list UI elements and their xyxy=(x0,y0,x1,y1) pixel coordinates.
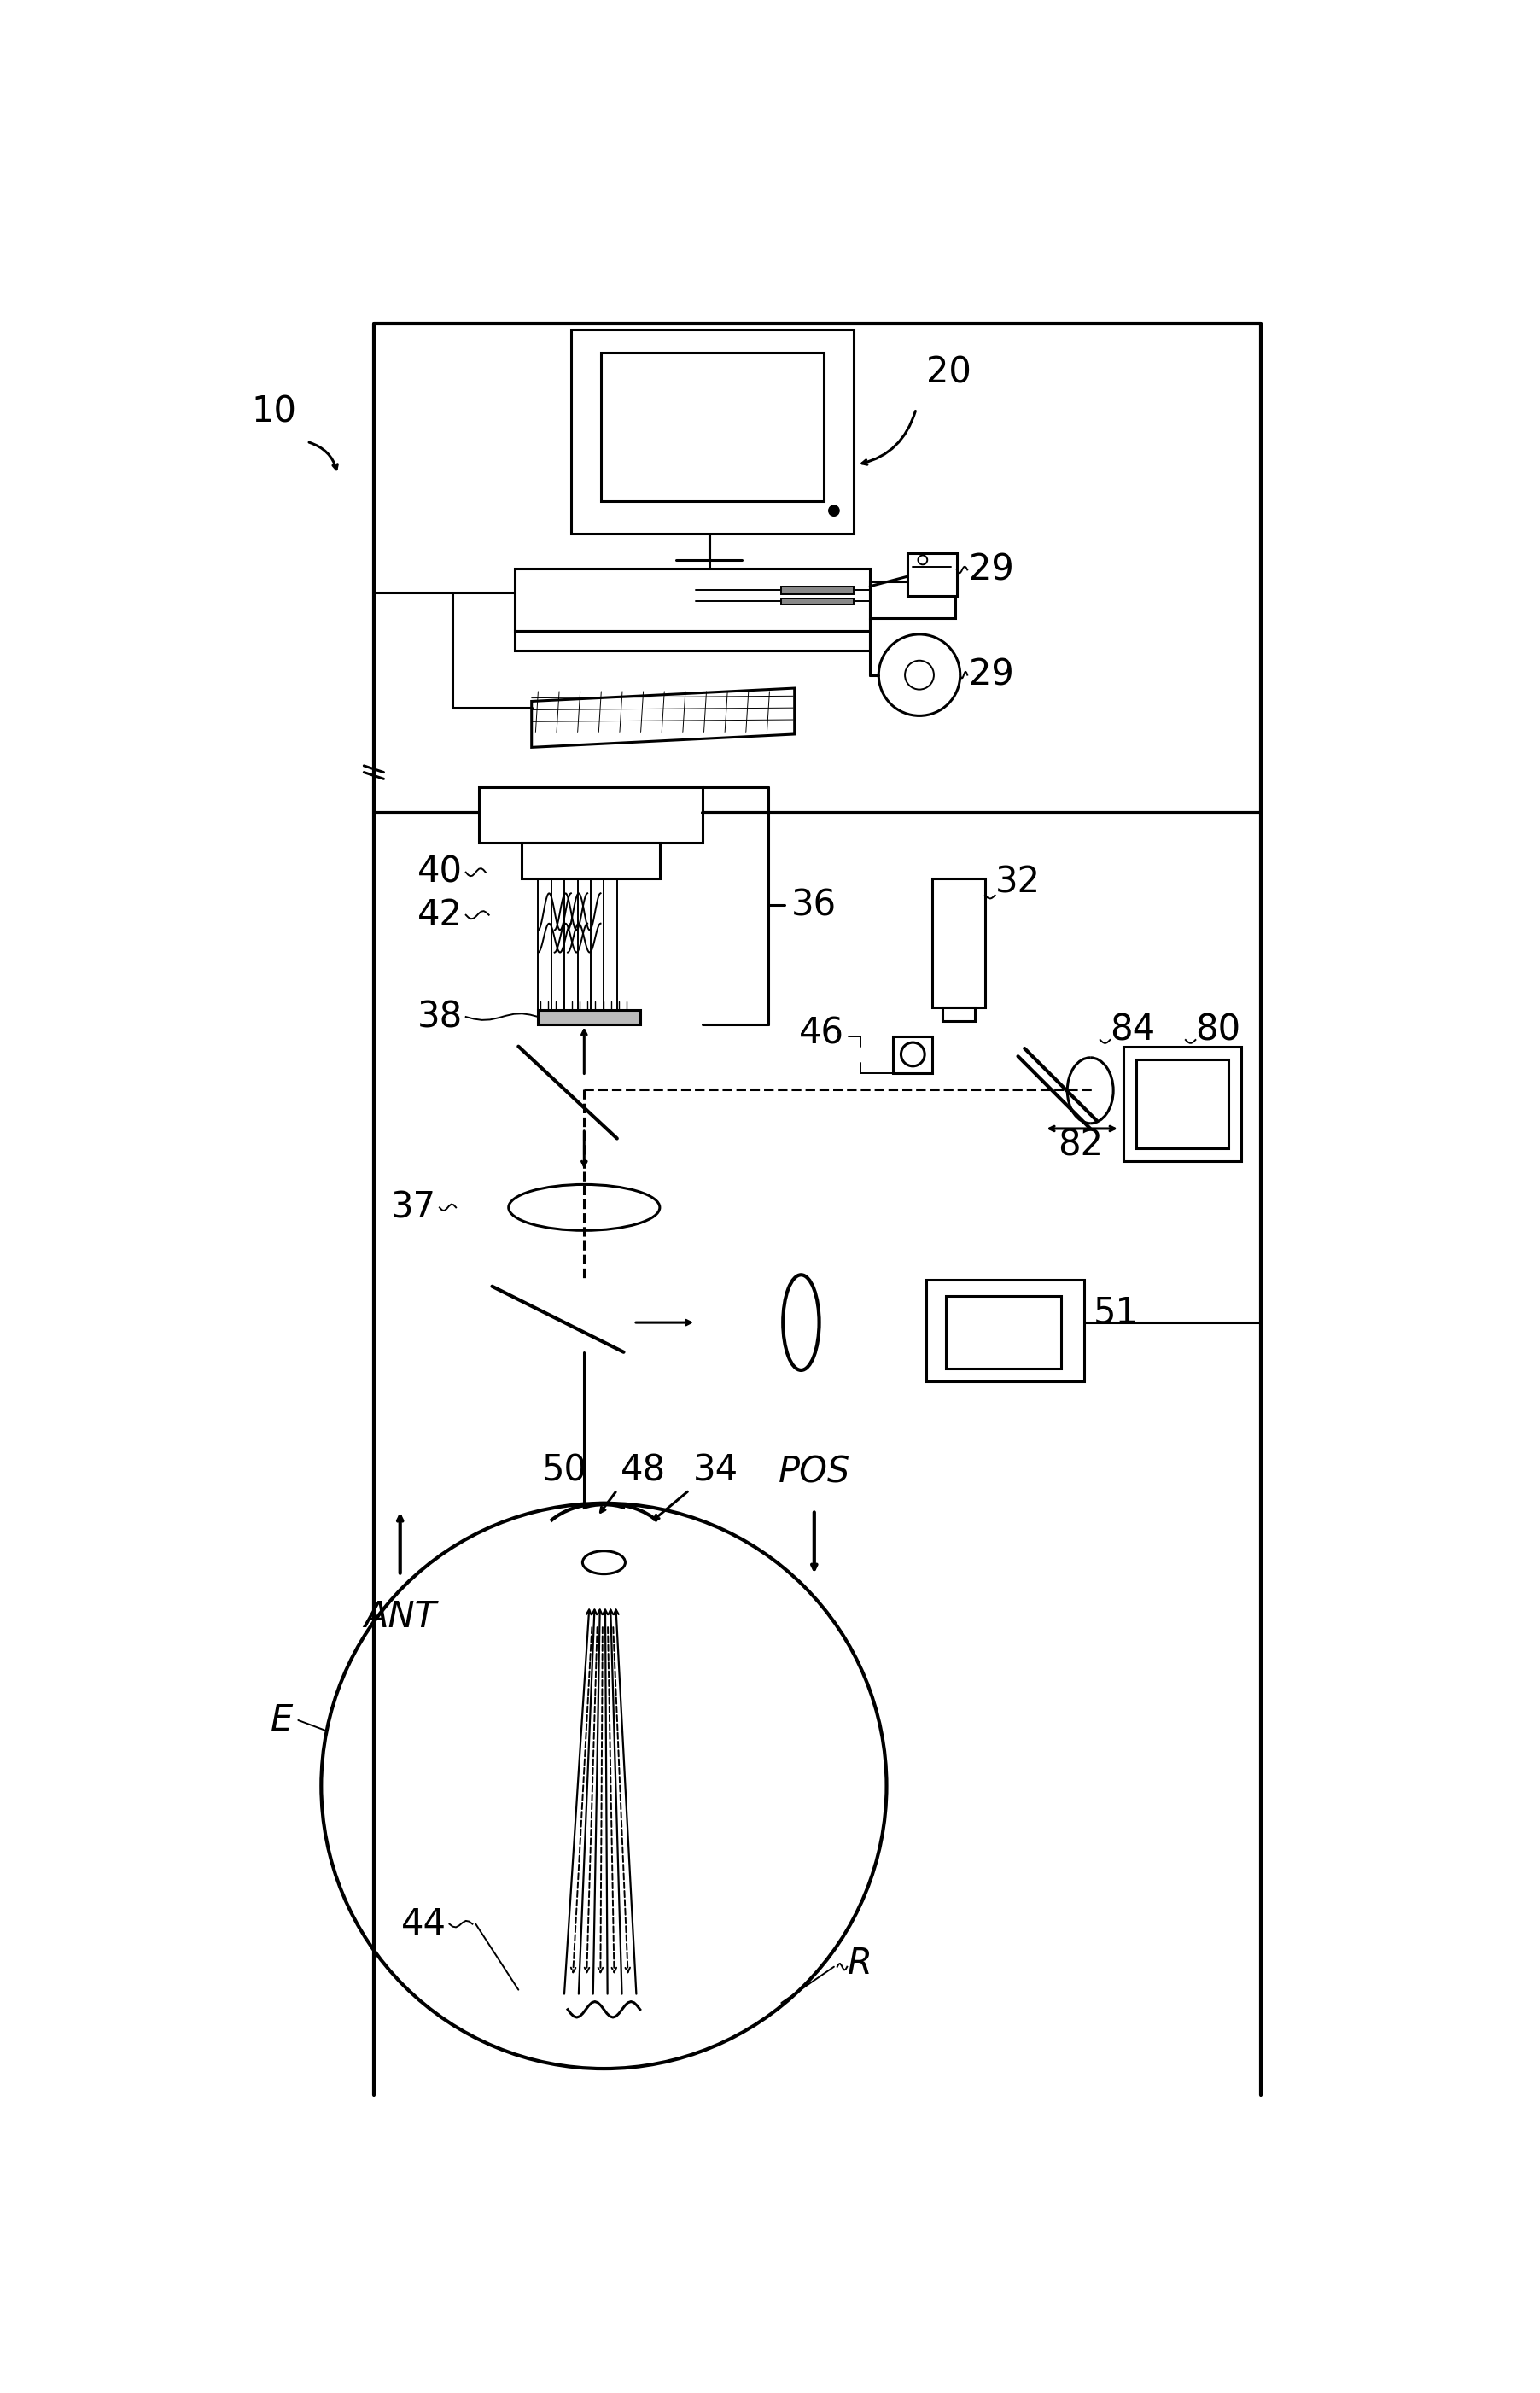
Bar xyxy=(516,632,870,651)
Bar xyxy=(601,352,824,500)
Text: 29: 29 xyxy=(969,658,1013,694)
Text: ANT: ANT xyxy=(363,1599,436,1634)
Text: 38: 38 xyxy=(417,998,462,1034)
Text: 10: 10 xyxy=(251,395,297,431)
Bar xyxy=(781,586,853,593)
Bar xyxy=(946,1297,1061,1369)
Bar xyxy=(1123,1046,1241,1161)
Bar xyxy=(537,1010,641,1024)
Bar xyxy=(571,330,853,534)
Bar xyxy=(781,598,853,603)
Circle shape xyxy=(829,505,839,517)
Bar xyxy=(516,570,870,632)
Text: 36: 36 xyxy=(792,888,836,924)
Text: 48: 48 xyxy=(621,1453,665,1488)
Bar xyxy=(942,1007,975,1022)
Text: 32: 32 xyxy=(995,864,1040,900)
Text: 34: 34 xyxy=(693,1453,738,1488)
Bar xyxy=(1137,1060,1229,1149)
Text: 37: 37 xyxy=(391,1189,436,1225)
Text: E: E xyxy=(271,1701,293,1737)
Text: 29: 29 xyxy=(969,553,1013,589)
Bar xyxy=(479,787,702,842)
Text: R: R xyxy=(849,1946,873,1981)
Text: 44: 44 xyxy=(400,1907,447,1943)
Bar xyxy=(926,1280,1084,1381)
Polygon shape xyxy=(531,689,795,747)
Bar xyxy=(933,878,986,1007)
Bar xyxy=(870,581,955,617)
Text: 20: 20 xyxy=(927,354,972,390)
Text: 42: 42 xyxy=(417,897,462,933)
Text: 82: 82 xyxy=(1058,1127,1103,1163)
Text: 46: 46 xyxy=(799,1015,844,1051)
Text: POS: POS xyxy=(778,1455,850,1491)
Text: 40: 40 xyxy=(417,854,462,890)
Text: 80: 80 xyxy=(1195,1012,1241,1048)
Text: 51: 51 xyxy=(1093,1295,1140,1331)
Text: 84: 84 xyxy=(1110,1012,1155,1048)
Bar xyxy=(522,842,659,878)
Bar xyxy=(893,1036,933,1072)
Text: 50: 50 xyxy=(542,1453,587,1488)
Bar xyxy=(907,553,956,596)
